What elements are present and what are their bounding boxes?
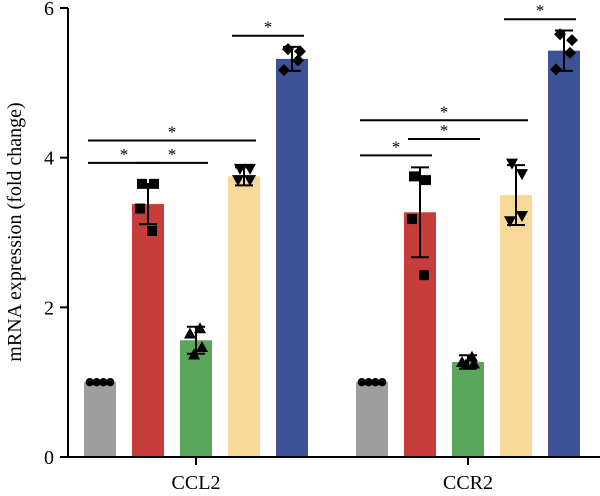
data-point-square [419,270,429,281]
data-point-circle [357,377,366,387]
data-point-diamond [566,34,578,47]
data-point-diamond [292,54,304,67]
x-tick-label-ccr2: CCR2 [443,472,493,494]
data-point-triangle-down [516,211,528,223]
data-point-triangle-down [516,169,528,181]
data-point-diamond [294,45,306,58]
data-point-circle [92,377,101,387]
plot-area: * ******* [84,1,580,458]
bar-ccr2-5 [548,50,580,457]
data-point-diamond [554,28,566,41]
data-point-triangle-up [468,357,480,369]
significance-star: * [440,102,449,121]
data-point-triangle-up [196,340,208,352]
data-point-triangle-down [244,175,256,187]
y-tick-label: 2 [44,297,54,319]
data-point-diamond [564,46,576,59]
y-tick-label: 0 [44,447,54,469]
data-point-triangle-up [194,322,206,334]
y-tick-label: 4 [44,148,54,170]
significance-star: * [264,18,273,37]
bar-ccl2-4 [228,176,260,457]
data-point-diamond [278,64,290,77]
significance-star: * [168,122,177,141]
data-point-triangle-down [506,158,518,170]
x-tick-label-ccl2: CCL2 [172,472,221,494]
bar-ccl2-3 [180,340,212,457]
data-point-triangle-up [466,350,478,362]
significance-star: * [168,145,177,164]
data-point-circle [364,377,373,387]
data-point-square [137,178,147,189]
y-tick-label: 6 [44,0,54,20]
bar-ccl2-2 [132,204,164,457]
data-point-square [147,226,157,237]
data-point-circle [85,377,95,387]
significance-star: * [440,121,449,140]
y-axis-label: mRNA expression (fold change) [4,102,26,361]
data-point-square [421,175,431,186]
data-point-circle [378,377,387,387]
significance-star: * [120,145,129,164]
data-point-square [135,203,145,214]
bar-ccr2-1 [356,382,388,457]
data-point-triangle-up [460,358,472,370]
data-point-triangle-down [232,175,244,187]
data-point-circle [371,377,380,387]
data-point-triangle-up [188,348,200,360]
bar-ccr2-4 [500,195,532,458]
data-point-triangle-down [234,163,246,175]
data-point-diamond [282,43,294,56]
data-point-square [149,178,159,189]
significance-star: * [392,137,401,156]
data-point-triangle-down [244,163,256,175]
bar-ccr2-3 [452,361,484,457]
data-point-square [407,214,417,225]
data-point-square [409,171,419,182]
bar-ccl2-1 [84,382,116,457]
data-point-circle [99,377,108,387]
data-point-triangle-down [504,216,516,228]
data-point-diamond [550,63,562,76]
data-point-circle [106,377,115,387]
significance-star: * [536,1,545,20]
data-point-triangle-up [184,327,196,339]
axes: 0 2 4 6 CCL2 CCR2 [44,0,600,494]
bar-ccl2-5 [276,58,308,458]
